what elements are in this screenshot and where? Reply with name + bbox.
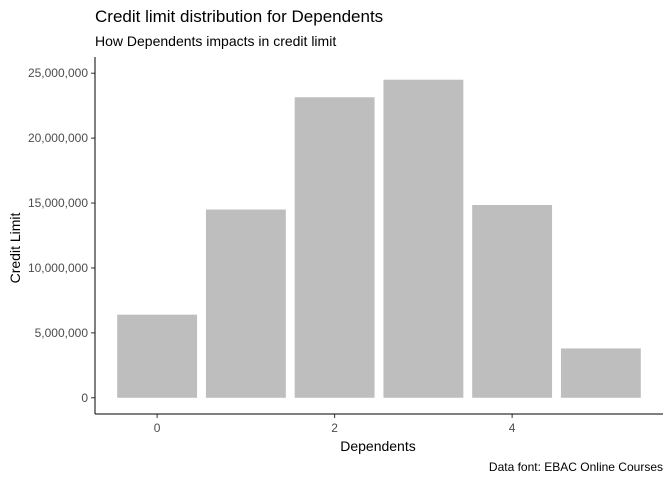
- x-axis-ticks: 0 2 4: [154, 414, 516, 435]
- x-tick-label: 0: [154, 421, 161, 435]
- y-tick-label: 0: [81, 391, 88, 405]
- y-axis-ticks: 0 5,000,000 10,000,000 15,000,000 20,000,000…: [28, 66, 95, 405]
- bar-dependents-0: [117, 314, 198, 398]
- chart-subtitle: How Dependents impacts in credit limit: [95, 33, 336, 49]
- y-tick-label: 10,000,000: [28, 261, 88, 275]
- bar-dependents-1: [205, 209, 286, 398]
- bar-dependents-3: [383, 79, 464, 398]
- bar-dependents-5: [560, 348, 641, 398]
- bar-dependents-4: [472, 204, 553, 398]
- x-tick-label: 4: [509, 421, 516, 435]
- chart-caption: Data font: EBAC Online Courses: [489, 460, 663, 474]
- bar-dependents-2: [294, 97, 375, 398]
- bars-group: [117, 79, 641, 398]
- y-tick-label: 15,000,000: [28, 196, 88, 210]
- x-tick-label: 2: [331, 421, 338, 435]
- x-axis-title: Dependents: [340, 438, 416, 454]
- y-tick-label: 20,000,000: [28, 131, 88, 145]
- y-axis-title: Credit Limit: [7, 212, 23, 283]
- y-tick-label: 5,000,000: [35, 326, 89, 340]
- y-tick-label: 25,000,000: [28, 66, 88, 80]
- chart-title: Credit limit distribution for Dependents: [95, 7, 383, 26]
